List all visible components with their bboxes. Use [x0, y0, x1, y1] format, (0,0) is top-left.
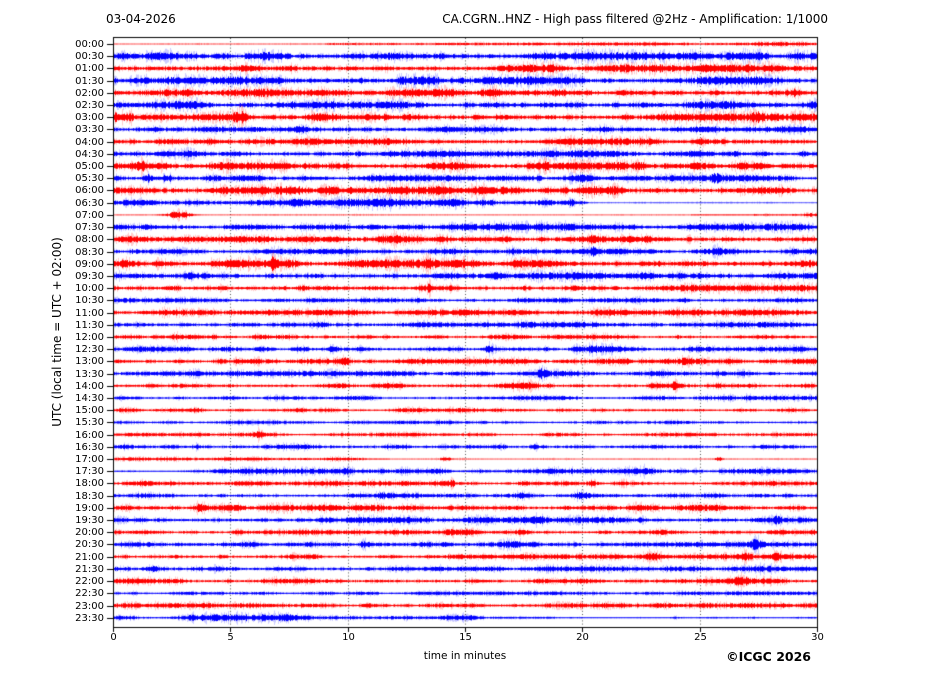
y-tick-label: 14:00 — [75, 380, 104, 392]
y-tick-label: 03:00 — [75, 111, 104, 123]
y-tick-label: 19:00 — [75, 502, 104, 514]
y-tick-label: 13:00 — [75, 355, 104, 367]
x-tick-label: 30 — [811, 632, 824, 643]
y-tick-label: 15:30 — [75, 416, 104, 428]
y-tick-label: 08:30 — [75, 246, 104, 258]
y-tick-label: 04:30 — [75, 148, 104, 160]
y-tick-label: 23:30 — [75, 612, 104, 624]
y-tick-label: 09:30 — [75, 270, 104, 282]
y-tick-label: 00:30 — [75, 50, 104, 62]
y-tick-label: 15:00 — [75, 404, 104, 416]
y-tick-label: 01:00 — [75, 62, 104, 74]
y-tick-label: 06:30 — [75, 197, 104, 209]
y-tick-label: 07:30 — [75, 221, 104, 233]
y-tick-label: 12:30 — [75, 343, 104, 355]
copyright-label: ©ICGC 2026 — [726, 649, 811, 664]
y-tick-label: 09:00 — [75, 258, 104, 270]
y-tick-label: 06:00 — [75, 184, 104, 196]
y-tick-label: 20:30 — [75, 538, 104, 550]
y-tick-label: 04:00 — [75, 136, 104, 148]
y-tick-label: 01:30 — [75, 75, 104, 87]
y-tick-label: 21:00 — [75, 551, 104, 563]
x-tick-label: 25 — [694, 632, 707, 643]
y-tick-label: 11:30 — [75, 319, 104, 331]
y-tick-label: 22:00 — [75, 575, 104, 587]
y-tick-label: 13:30 — [75, 368, 104, 380]
y-tick-label: 17:30 — [75, 465, 104, 477]
y-tick-label: 05:30 — [75, 172, 104, 184]
y-tick-label: 10:00 — [75, 282, 104, 294]
y-tick-label: 02:00 — [75, 87, 104, 99]
x-tick-label: 10 — [342, 632, 355, 643]
date-label: 03-04-2026 — [106, 12, 176, 26]
y-tick-label: 11:00 — [75, 307, 104, 319]
y-tick-label: 08:00 — [75, 233, 104, 245]
y-tick-label: 16:30 — [75, 441, 104, 453]
y-tick-label: 20:00 — [75, 526, 104, 538]
y-tick-label: 00:00 — [75, 38, 104, 50]
y-tick-label: 19:30 — [75, 514, 104, 526]
plot-title: CA.CGRN..HNZ - High pass filtered @2Hz -… — [442, 12, 828, 26]
y-tick-label: 10:30 — [75, 294, 104, 306]
y-tick-label: 05:00 — [75, 160, 104, 172]
x-tick-label: 0 — [110, 632, 117, 643]
y-tick-label: 02:30 — [75, 99, 104, 111]
y-tick-label: 07:00 — [75, 209, 104, 221]
y-tick-label: 23:00 — [75, 600, 104, 612]
x-tick-label: 15 — [459, 632, 472, 643]
x-tick-label: 5 — [227, 632, 234, 643]
y-tick-label: 22:30 — [75, 587, 104, 599]
y-tick-label: 17:00 — [75, 453, 104, 465]
y-tick-label: 18:00 — [75, 477, 104, 489]
x-tick-label: 20 — [576, 632, 589, 643]
y-tick-label: 21:30 — [75, 563, 104, 575]
y-tick-label: 14:30 — [75, 392, 104, 404]
y-tick-label: 18:30 — [75, 490, 104, 502]
y-tick-label: 03:30 — [75, 123, 104, 135]
y-tick-labels: 00:00 00:30 01:00 01:30 02:00 02:30 03:00 03:30… — [0, 0, 104, 696]
y-tick-label: 12:00 — [75, 331, 104, 343]
x-axis-label: time in minutes — [423, 650, 507, 662]
y-tick-label: 16:00 — [75, 429, 104, 441]
